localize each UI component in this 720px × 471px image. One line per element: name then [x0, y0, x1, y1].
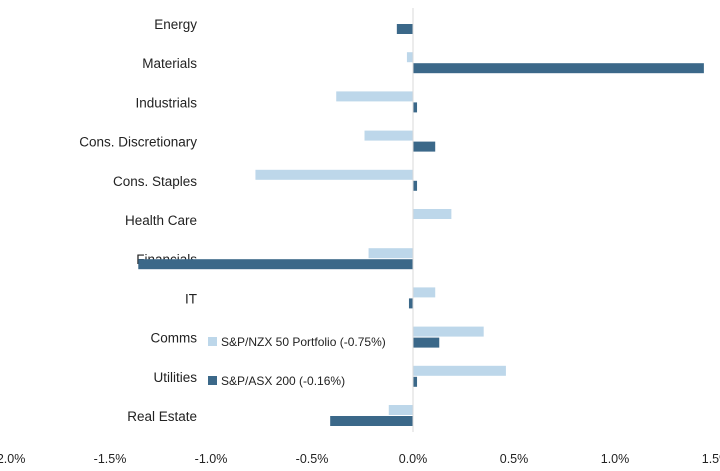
bar-materials-series-2 [413, 63, 704, 74]
category-label-industrials: Industrials [135, 95, 197, 110]
category-label-health-care: Health Care [125, 213, 197, 228]
legend-label-nzx50: S&P/NZX 50 Portfolio (-0.75%) [221, 335, 386, 349]
category-label-real-estate: Real Estate [127, 409, 197, 424]
bar-cons-staples-series-1 [255, 169, 413, 180]
x-tick-label: -1.0% [195, 452, 228, 466]
category-labels: Energy Materials Industrials Cons. Discreti… [79, 17, 197, 424]
bar-it-series-1 [413, 287, 436, 298]
x-tick-label: 1.0% [601, 452, 630, 466]
category-label-comms: Comms [151, 331, 198, 346]
category-label-materials: Materials [142, 56, 197, 71]
legend-label-asx200: S&P/ASX 200 (-0.16%) [221, 374, 345, 388]
category-label-cons-staples: Cons. Staples [113, 174, 197, 189]
category-label-utilities: Utilities [153, 370, 197, 385]
bar-cons-discretionary-series-1 [364, 130, 413, 141]
x-tick-label: -1.5% [94, 452, 127, 466]
bar-materials-series-1 [406, 52, 413, 63]
bar-financials-series-2 [138, 259, 413, 270]
x-tick-label: -2.0% [0, 452, 25, 466]
bars [138, 24, 704, 426]
bar-comms-series-2 [413, 337, 440, 348]
bar-industrials-series-1 [336, 91, 413, 102]
bar-utilities-series-2 [413, 376, 418, 387]
x-tick-label: -0.5% [296, 452, 329, 466]
bar-health-care-series-1 [413, 209, 452, 219]
category-label-it: IT [185, 291, 197, 306]
category-label-energy: Energy [154, 17, 197, 32]
bar-energy-series-2 [396, 24, 413, 34]
bar-cons-staples-series-2 [413, 180, 418, 191]
bar-cons-discretionary-series-2 [413, 141, 436, 152]
x-tick-labels: -2.0%-1.5%-1.0%-0.5%0.0%0.5%1.0%1.5%2.0% [0, 452, 720, 466]
legend-swatch-nzx50 [208, 337, 217, 346]
x-tick-label: 1.5% [702, 452, 720, 466]
bar-comms-series-1 [413, 326, 484, 337]
bar-it-series-2 [408, 298, 413, 309]
bar-utilities-series-1 [413, 365, 506, 376]
category-label-cons-discretionary: Cons. Discretionary [79, 135, 197, 150]
legend-swatch-asx200 [208, 376, 217, 385]
x-tick-label: 0.0% [399, 452, 428, 466]
bar-industrials-series-2 [413, 102, 418, 113]
bar-real-estate-series-2 [330, 416, 413, 426]
x-tick-label: 0.5% [500, 452, 529, 466]
legend: S&P/NZX 50 Portfolio (-0.75%) S&P/ASX 20… [208, 335, 386, 388]
bar-real-estate-series-1 [388, 405, 413, 415]
bar-financials-series-1 [368, 248, 413, 259]
